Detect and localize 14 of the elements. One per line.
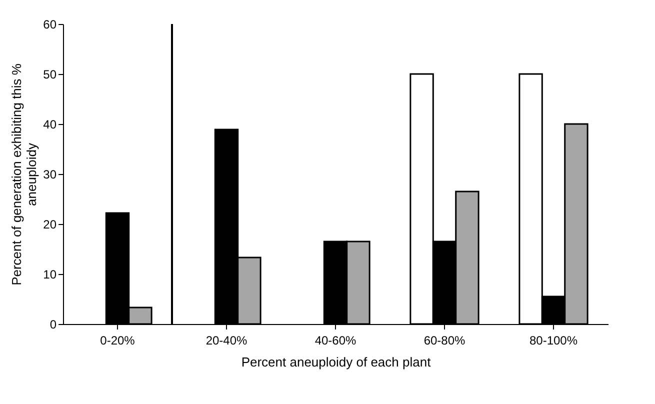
y-tick-label: 10 — [43, 268, 57, 282]
x-tick-label: 40-60% — [314, 334, 357, 348]
y-tick-label: 50 — [43, 68, 57, 82]
y-tick-label: 60 — [43, 18, 57, 32]
x-tick-label: 60-80% — [424, 334, 466, 348]
x-tick-label: 0-20% — [100, 334, 136, 348]
x-axis-title: Percent aneuploidy of each plant — [241, 354, 432, 370]
x-tick-label: 20-40% — [206, 334, 248, 348]
y-tick-label: 40 — [43, 118, 57, 132]
y-axis-title: Percent of generation exhibiting this % aneuploidy — [9, 63, 40, 286]
y-tick-label: 30 — [43, 168, 57, 182]
y-tick-label: 0 — [50, 318, 57, 332]
y-tick-label: 20 — [43, 218, 57, 232]
x-tick-label: 80-100% — [529, 334, 578, 348]
